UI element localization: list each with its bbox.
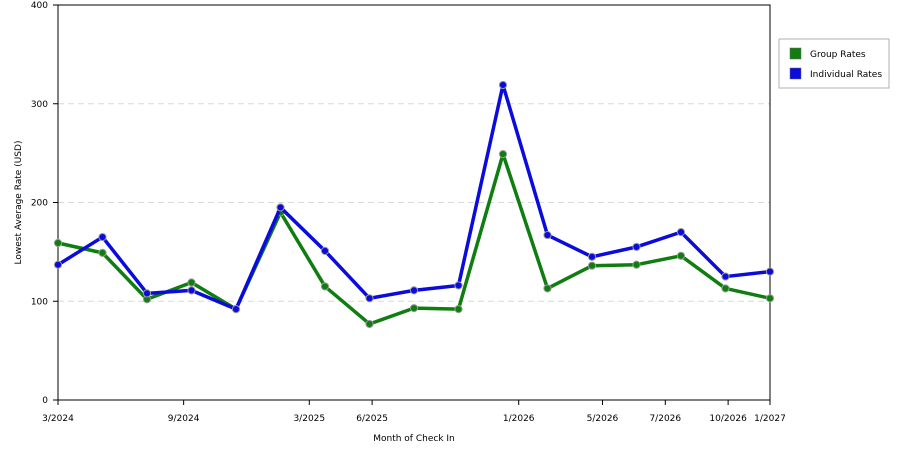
data-point (632, 242, 641, 252)
x-tick-label: 7/2026 (649, 414, 681, 424)
data-point (632, 260, 641, 269)
x-tick-label: 10/2026 (709, 414, 747, 424)
y-tick-label: 200 (31, 199, 48, 209)
data-point (365, 319, 374, 329)
data-point (231, 305, 241, 314)
data-point (365, 294, 374, 303)
data-point (587, 261, 597, 270)
data-point (409, 286, 419, 295)
data-point (98, 232, 107, 242)
series-lines (53, 80, 775, 329)
data-point (276, 203, 285, 212)
y-axis-title: Lowest Average Rate (USD) (14, 141, 24, 265)
data-point (98, 248, 107, 257)
data-point (53, 260, 63, 269)
data-point (498, 150, 508, 159)
legend-swatch (789, 47, 802, 60)
data-point (320, 246, 330, 255)
x-tick-label: 1/2027 (754, 414, 786, 424)
data-point (676, 228, 686, 237)
data-point (187, 286, 196, 295)
data-point (765, 267, 775, 276)
legend-label: Group Rates (810, 50, 866, 60)
data-point (721, 284, 730, 293)
legend-label: Individual Rates (810, 70, 882, 80)
legend-swatch (789, 67, 802, 80)
data-point (409, 304, 419, 313)
x-axis-title: Month of Check In (373, 434, 455, 444)
data-point (53, 238, 63, 248)
data-point (765, 294, 775, 303)
data-point (721, 272, 730, 281)
data-point (543, 230, 552, 240)
data-point (676, 251, 686, 260)
series-individual-rates (53, 80, 775, 314)
series-group-rates (53, 150, 775, 329)
x-tick-label: 1/2026 (503, 414, 535, 424)
data-point (498, 80, 508, 90)
series-line (57, 83, 771, 311)
data-point (454, 305, 463, 314)
y-tick-label: 400 (31, 1, 48, 11)
data-point (142, 289, 152, 298)
x-tick-label: 3/2024 (42, 414, 74, 424)
data-point (454, 281, 463, 290)
x-tick-label: 6/2025 (356, 414, 388, 424)
y-tick-label: 300 (31, 100, 48, 110)
y-tick-label: 100 (31, 297, 48, 307)
data-point (320, 282, 330, 291)
axis-labels: 0 100 200 300 400 3/2024 9/2024 3/2025 6/2025 1/2… (14, 1, 786, 444)
legend-box (778, 38, 890, 89)
x-tick-label: 9/2024 (168, 414, 200, 424)
axes (53, 4, 771, 405)
x-tick-label: 3/2025 (293, 414, 325, 424)
data-point (587, 252, 597, 261)
y-tick-label: 0 (42, 396, 48, 406)
x-tick-label: 5/2026 (587, 414, 619, 424)
data-point (543, 284, 552, 293)
legend: Group Rates Individual Rates (778, 38, 890, 89)
data-point (187, 278, 196, 287)
gridlines (58, 103, 770, 302)
